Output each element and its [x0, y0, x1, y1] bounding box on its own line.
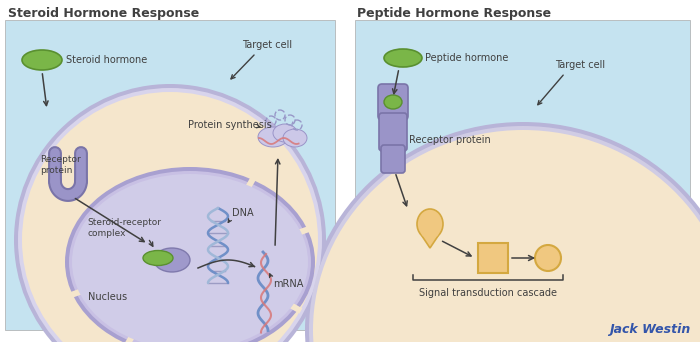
Text: DNA: DNA	[232, 208, 253, 218]
Ellipse shape	[283, 129, 307, 147]
Ellipse shape	[258, 127, 288, 147]
Text: Target cell: Target cell	[555, 60, 605, 70]
Ellipse shape	[22, 50, 62, 70]
FancyBboxPatch shape	[381, 145, 405, 173]
Ellipse shape	[143, 250, 173, 265]
FancyBboxPatch shape	[378, 84, 408, 120]
Bar	[5, 20, 335, 330]
Ellipse shape	[18, 88, 322, 342]
Ellipse shape	[65, 167, 315, 342]
Bar	[298, 226, 312, 235]
Ellipse shape	[305, 122, 700, 342]
Text: Nucleus: Nucleus	[88, 292, 127, 302]
Ellipse shape	[313, 130, 700, 342]
Ellipse shape	[384, 49, 422, 67]
Text: Steroid-receptor
complex: Steroid-receptor complex	[87, 218, 161, 238]
Ellipse shape	[154, 248, 190, 272]
Text: Receptor protein: Receptor protein	[409, 135, 491, 145]
Ellipse shape	[417, 209, 443, 239]
Text: Receptor
protein: Receptor protein	[40, 155, 80, 175]
Bar	[355, 20, 690, 330]
Text: Signal transduction cascade: Signal transduction cascade	[419, 288, 557, 298]
Bar	[123, 335, 134, 342]
Text: mRNA: mRNA	[273, 279, 303, 289]
FancyBboxPatch shape	[379, 113, 407, 151]
Text: Jack Westin: Jack Westin	[610, 324, 691, 337]
Ellipse shape	[421, 225, 439, 239]
Ellipse shape	[14, 84, 326, 342]
Text: Peptide Hormone Response: Peptide Hormone Response	[357, 6, 551, 19]
Ellipse shape	[72, 174, 308, 342]
Text: Peptide hormone: Peptide hormone	[425, 53, 508, 63]
Polygon shape	[422, 236, 438, 248]
Ellipse shape	[273, 124, 297, 142]
Ellipse shape	[309, 126, 700, 342]
Bar	[246, 176, 257, 189]
Ellipse shape	[22, 92, 318, 342]
Bar	[69, 289, 82, 298]
Circle shape	[535, 245, 561, 271]
Ellipse shape	[74, 176, 306, 342]
Text: Target cell: Target cell	[242, 40, 292, 50]
Text: Steroid Hormone Response: Steroid Hormone Response	[8, 6, 199, 19]
Text: Protein synthesis: Protein synthesis	[188, 120, 272, 130]
Ellipse shape	[384, 95, 402, 109]
Text: Steroid hormone: Steroid hormone	[66, 55, 147, 65]
FancyBboxPatch shape	[478, 243, 508, 273]
Bar	[289, 302, 302, 314]
Ellipse shape	[69, 171, 311, 342]
